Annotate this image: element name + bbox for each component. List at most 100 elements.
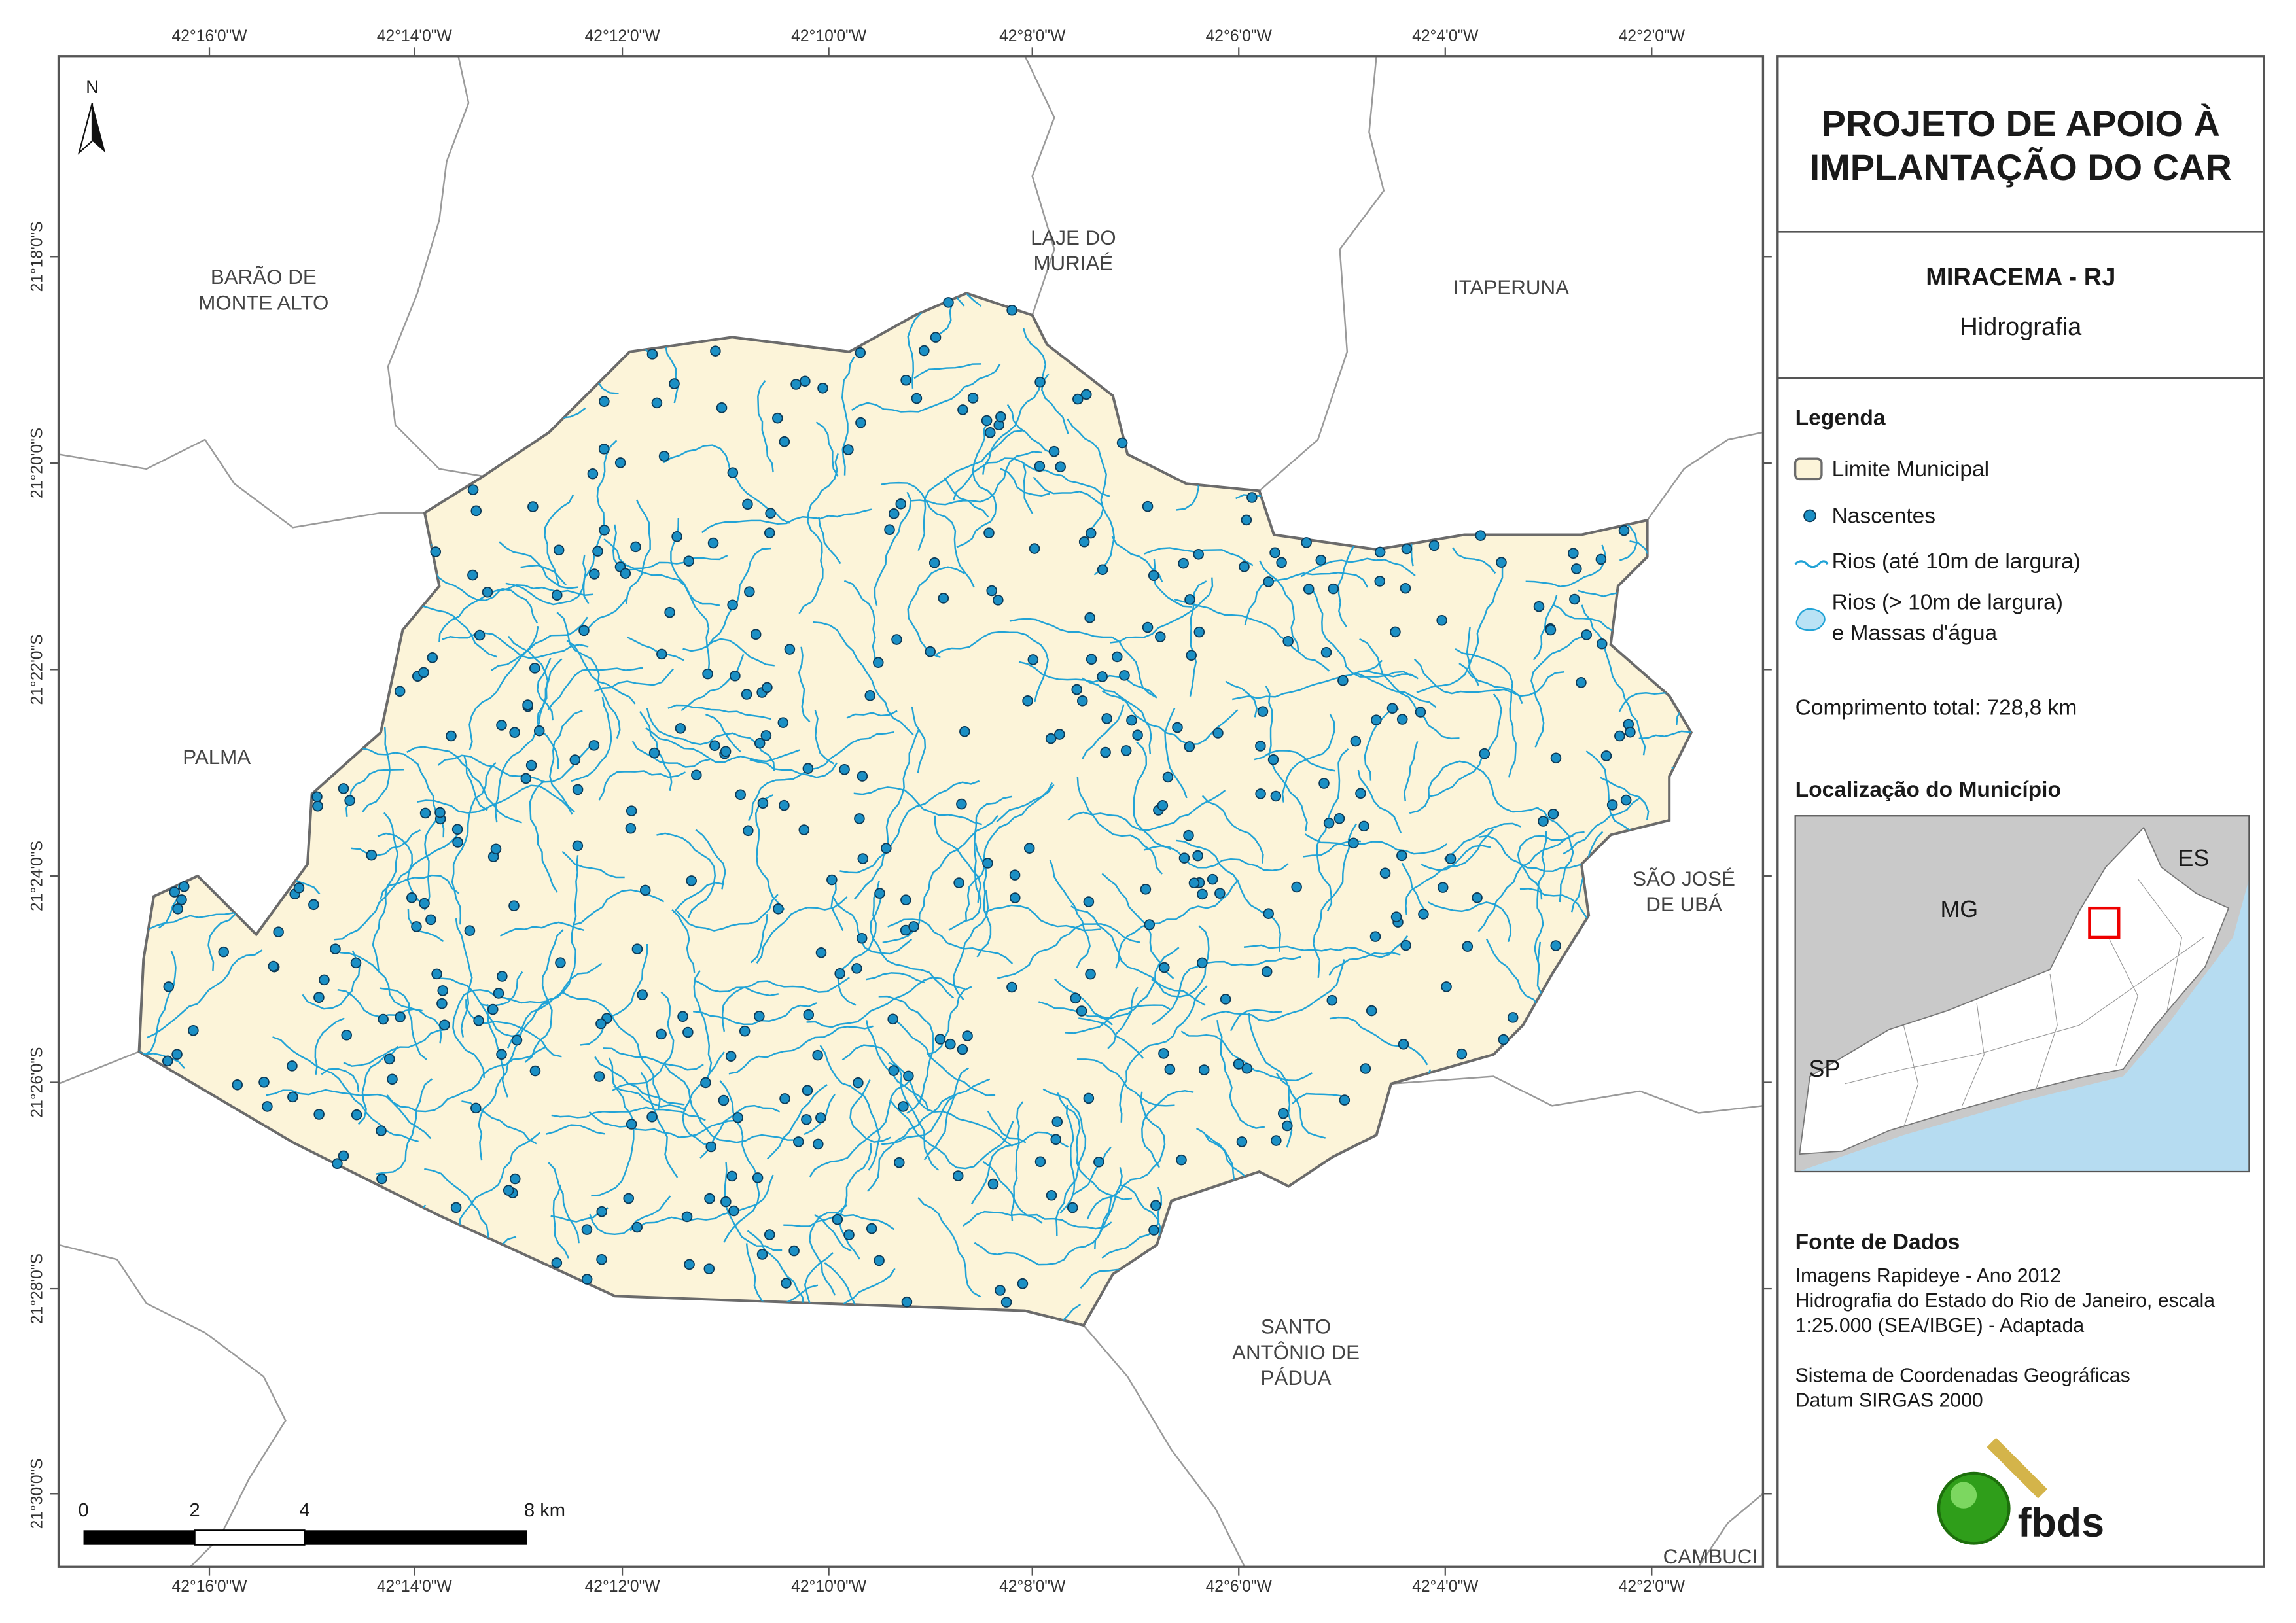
river — [1421, 845, 1491, 871]
spring — [474, 629, 486, 641]
spring — [813, 1138, 824, 1150]
spring — [1150, 1200, 1161, 1211]
spring — [682, 1026, 694, 1038]
neighbor-name: MONTE ALTO — [198, 291, 328, 314]
river — [838, 1143, 872, 1260]
spring — [1083, 1092, 1095, 1104]
spring — [702, 668, 713, 680]
river — [1532, 595, 1558, 661]
river — [719, 1080, 760, 1243]
spring — [938, 593, 949, 604]
spring — [1303, 584, 1315, 595]
river — [721, 977, 850, 1032]
longitude-label: 42°8'0"W — [999, 27, 1066, 45]
spring — [1029, 543, 1040, 554]
river — [1455, 648, 1517, 778]
spring — [1291, 881, 1302, 893]
spring — [1246, 492, 1258, 503]
spring — [522, 699, 533, 710]
river — [974, 1194, 1113, 1266]
river — [1244, 572, 1369, 625]
river — [798, 453, 839, 614]
neighbor-name: MURIAÉ — [1033, 252, 1113, 275]
river — [701, 508, 872, 534]
locator-frame — [1794, 815, 2250, 1173]
spring — [1097, 671, 1108, 682]
spring — [683, 555, 694, 567]
river — [1364, 708, 1399, 781]
scale-segment — [194, 1529, 306, 1546]
spring — [1606, 799, 1618, 811]
spring — [467, 569, 478, 581]
spring — [1076, 1005, 1087, 1017]
spring — [1550, 752, 1562, 764]
boundary — [387, 56, 484, 478]
river — [426, 565, 594, 602]
legend-label: Rios (até 10m de largura) — [1832, 550, 2081, 574]
spring — [1255, 741, 1266, 752]
river — [1200, 959, 1345, 1022]
river — [544, 494, 574, 587]
river — [814, 710, 835, 765]
spring — [1428, 540, 1440, 551]
spring — [1401, 543, 1413, 555]
river — [646, 707, 775, 771]
spring — [1276, 557, 1287, 568]
river — [853, 786, 983, 826]
spring — [268, 960, 279, 972]
spring — [1498, 1034, 1510, 1045]
spring — [1144, 919, 1156, 930]
spring — [1339, 1094, 1351, 1106]
spring — [691, 769, 702, 781]
legend-items: Limite Municipal Nascentes Rios (até 10m d… — [1832, 457, 2081, 646]
river — [815, 421, 839, 477]
spring — [843, 1229, 855, 1240]
river — [923, 1067, 970, 1161]
spring — [1374, 546, 1386, 558]
river — [1404, 741, 1419, 801]
river — [594, 1056, 685, 1106]
spring — [493, 988, 504, 999]
logo-text: fbds — [2018, 1500, 2104, 1546]
river — [442, 632, 589, 659]
spring — [669, 378, 680, 389]
river — [1018, 661, 1157, 698]
river — [1009, 618, 1157, 699]
spring — [895, 498, 907, 510]
spring — [1198, 1064, 1210, 1075]
spring — [967, 393, 979, 404]
river — [1151, 956, 1301, 1026]
spring — [854, 813, 865, 824]
boundary — [1390, 1075, 1763, 1114]
spring — [765, 508, 776, 519]
spring — [705, 1141, 716, 1153]
spring — [1472, 892, 1483, 903]
spring — [287, 1060, 298, 1072]
spring — [728, 1205, 739, 1217]
spring — [754, 1011, 765, 1022]
river — [854, 780, 980, 900]
spring — [798, 824, 810, 835]
spring — [898, 1101, 909, 1112]
spring — [1255, 788, 1266, 799]
neighbor-name: SANTO — [1261, 1316, 1331, 1338]
spring — [1569, 593, 1580, 605]
spring — [1193, 626, 1205, 638]
spring — [986, 585, 997, 597]
spring — [901, 1296, 913, 1308]
river — [705, 638, 775, 667]
river — [505, 554, 587, 606]
longitude-label: 42°14'0"W — [377, 27, 453, 45]
theme: Hidrografia — [1960, 313, 2082, 341]
spring — [1456, 1048, 1468, 1060]
spring — [874, 1255, 885, 1266]
river — [468, 625, 539, 751]
river — [874, 491, 911, 606]
spring — [764, 527, 775, 538]
longitude-label: 42°10'0"W — [791, 27, 867, 45]
spring — [1120, 745, 1132, 756]
spring — [956, 798, 967, 810]
river — [985, 904, 1101, 932]
river — [1076, 1058, 1175, 1107]
spring — [529, 663, 540, 674]
